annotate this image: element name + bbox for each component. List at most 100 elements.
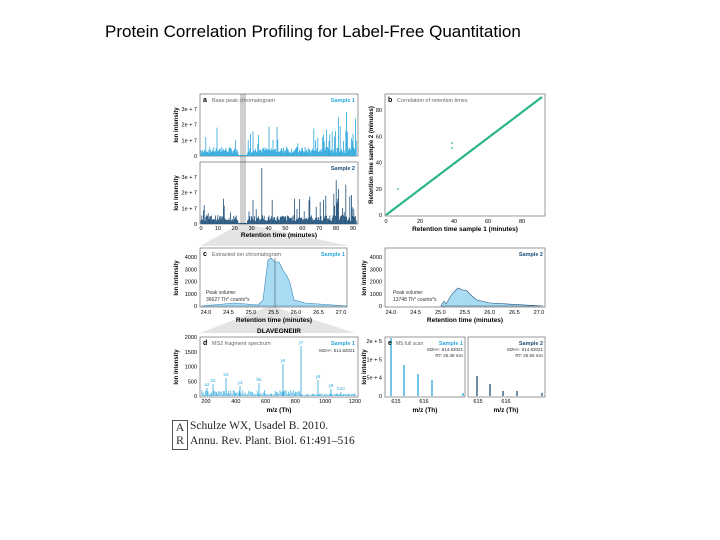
panel-c-ylabel-2: Ion intensity xyxy=(362,260,368,296)
panel-letter-d: d xyxy=(203,340,207,347)
slide-title: Protein Correlation Profiling for Label-… xyxy=(105,22,521,41)
citation-line-2: Annu. Rev. Plant. Biol. 61:491–516 xyxy=(190,435,355,447)
panel-c-ytick: 3000 xyxy=(370,267,382,273)
peak-volume-label-2: Peak volume: xyxy=(393,290,423,296)
panel-letter-e: e xyxy=(388,340,392,347)
panel-a-sample2: Sample 2 xyxy=(331,166,355,172)
panel-c-ytick: 2000 xyxy=(185,280,197,286)
panel-e-precursor1: M2H+: 614.83021 xyxy=(427,347,463,352)
ms2-ion-label: b5 xyxy=(256,377,262,382)
panel-d-xtick: 200 xyxy=(201,399,210,405)
panel-a-ytick: 0 xyxy=(194,222,197,228)
panel-b-xtick: 40 xyxy=(451,219,457,225)
panel-e-rt1: RT: 25.39 min xyxy=(435,353,463,358)
panel-d-ytick: 2000 xyxy=(185,335,197,341)
panel-a-title: Base peak chromatogram xyxy=(212,98,275,104)
ms2-ion-label: y3 xyxy=(238,380,243,385)
panel-c-xtick: 24.5 xyxy=(410,310,421,316)
panel-d-xtick: 400 xyxy=(231,399,240,405)
panel-letter-b: b xyxy=(388,97,392,104)
panel-c-ytick: 1000 xyxy=(370,292,382,298)
panel-e-xlabel-1: m/z (Th) xyxy=(413,407,438,414)
panel-c-ytick: 3000 xyxy=(185,267,197,273)
panel-b-xtick: 60 xyxy=(485,219,491,225)
panel-c-ytick: 4000 xyxy=(185,255,197,261)
panel-c-ytick: 4000 xyxy=(370,255,382,261)
panel-e-ytick: 5e + 4 xyxy=(367,376,382,382)
panel-b-ytick: 40 xyxy=(376,161,382,167)
panel-b-xtick: 0 xyxy=(384,219,387,225)
panel-d-xlabel: m/z (Th) xyxy=(267,407,292,414)
panel-d-precursor: M2H+: 614.83021 xyxy=(319,348,355,353)
panel-a-ylabel-2: Ion intensity xyxy=(174,175,180,211)
panel-a-ytick: 2e + 7 xyxy=(182,191,197,197)
panel-b-ytick: 20 xyxy=(376,187,382,193)
panel-c-ylabel-1: Ion intensity xyxy=(174,260,180,296)
zoom-cone-c xyxy=(200,307,355,333)
ms2-ion-label: y9 xyxy=(329,383,334,388)
eic-peak-sample2 xyxy=(440,287,544,307)
ms2-ion-label: b10 xyxy=(337,386,345,391)
panel-e-xtick: 616 xyxy=(419,399,428,405)
panel-b-title: Correlation of retention times xyxy=(397,98,468,104)
panel-c-xlabel-1: Retention time (minutes) xyxy=(236,317,312,324)
panel-a-ytick: 1e + 7 xyxy=(182,138,197,144)
ms2-ion-label: y8 xyxy=(316,374,321,379)
panel-a-xtick: 80 xyxy=(333,226,339,232)
panel-a-xlabel: Retention time (minutes) xyxy=(241,232,317,239)
ms2-ion-label: b3 xyxy=(223,372,229,377)
panel-a-ytick: 0 xyxy=(194,154,197,160)
correlation-outlier xyxy=(451,147,453,149)
panel-a-xtick: 20 xyxy=(232,226,238,232)
panel-letter-c: c xyxy=(203,251,207,258)
highlight-band xyxy=(240,94,246,224)
panel-c-xtick: 25.5 xyxy=(460,310,471,316)
panel-a-xtick: 0 xyxy=(199,226,202,232)
panel-c-xtick: 26.0 xyxy=(291,310,302,316)
panel-d-xtick: 1000 xyxy=(319,399,331,405)
panel-b-xtick: 20 xyxy=(417,219,423,225)
panel-d-sample1: Sample 1 xyxy=(331,341,355,347)
panel-b-xtick: 80 xyxy=(519,219,525,225)
panel-e-ylabel: Ion intensity xyxy=(362,349,368,385)
panel-d-ytick: 500 xyxy=(188,379,197,385)
panel-e-xtick: 616 xyxy=(501,399,510,405)
panel-d-xtick: 600 xyxy=(261,399,270,405)
panel-e-rt2: RT: 25.55 min xyxy=(515,353,543,358)
panel-c-ytick: 0 xyxy=(379,304,382,310)
panel-e-xtick: 615 xyxy=(391,399,400,405)
panel-e-title: MS full scan xyxy=(396,341,423,347)
panel-a-xtick: 40 xyxy=(265,226,271,232)
panel-d-ytick: 1500 xyxy=(185,350,197,356)
panel-c-title: Extracted ion chromatogram xyxy=(212,252,282,258)
panel-c-frame-sample2 xyxy=(384,247,546,308)
correlation-outlier xyxy=(451,142,453,144)
eic-peak-sample1 xyxy=(200,257,348,307)
panel-c-xtick: 24.0 xyxy=(386,310,397,316)
panel-c-xtick: 25.0 xyxy=(246,310,257,316)
panel-e-sample2: Sample 2 xyxy=(519,341,543,347)
panel-c-xtick: 25.0 xyxy=(435,310,446,316)
panel-a-ytick: 1e + 7 xyxy=(182,206,197,212)
panel-b-ytick: 60 xyxy=(376,134,382,140)
correlation-line xyxy=(385,96,543,216)
panel-c-xlabel-2: Retention time (minutes) xyxy=(427,317,503,324)
panel-d-xtick: 800 xyxy=(291,399,300,405)
panel-e-ytick: 1e + 5 xyxy=(367,357,382,363)
panel-e-ytick: 0 xyxy=(379,394,382,400)
panel-a-xtick: 10 xyxy=(215,226,221,232)
ms2-ion-label: y6 xyxy=(281,358,286,363)
panel-e-xlabel-2: m/z (Th) xyxy=(494,407,519,414)
panel-d-xtick: 1200 xyxy=(349,399,361,405)
zoom-cone-a xyxy=(200,224,350,246)
panel-b-ylabel: Retention time sample 2 (minutes) xyxy=(369,106,375,204)
panel-c-xtick: 26.0 xyxy=(484,310,495,316)
ms2-ion-label: y7 xyxy=(299,340,304,345)
panel-a-ytick: 3e + 7 xyxy=(182,107,197,113)
panel-a-ytick: 2e + 7 xyxy=(182,123,197,129)
panel-b-frame xyxy=(384,93,546,217)
panel-b-ytick: 0 xyxy=(379,213,382,219)
panel-e-xtick: 615 xyxy=(473,399,482,405)
